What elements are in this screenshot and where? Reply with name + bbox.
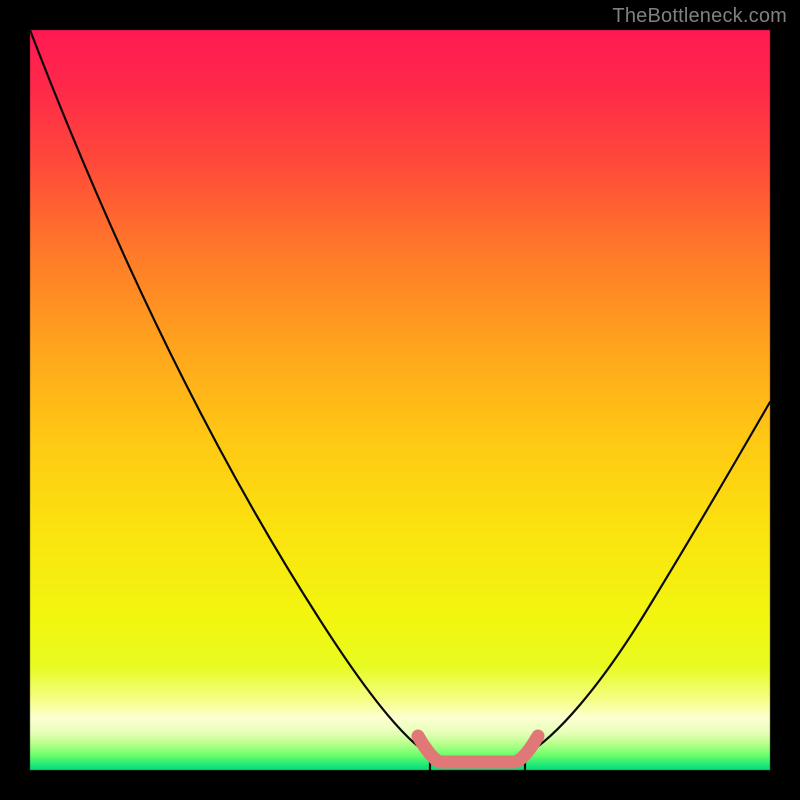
chart-stage: TheBottleneck.com	[0, 0, 800, 800]
gradient-plot-area	[0, 0, 800, 800]
